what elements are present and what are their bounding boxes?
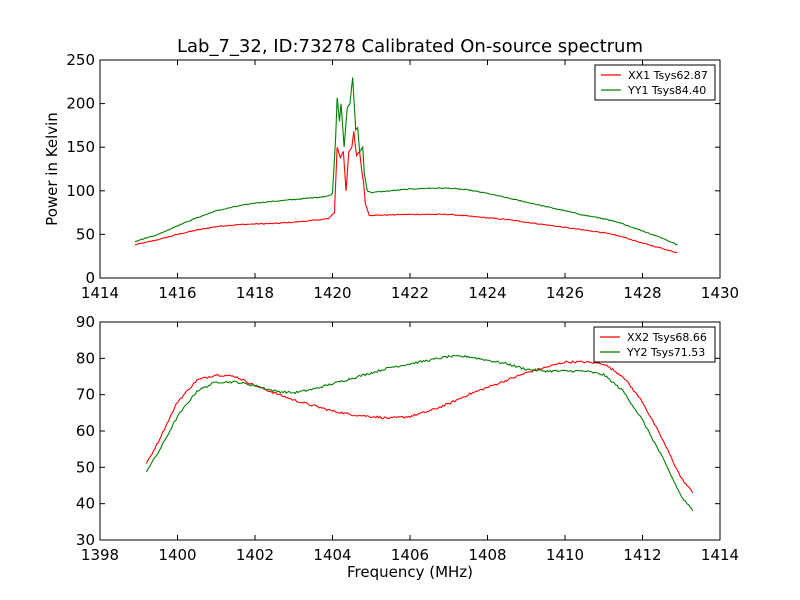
legend-entry: YY1 Tsys84.40	[627, 84, 706, 97]
x-tick-label: 1428	[623, 284, 661, 302]
series-line-0-0	[134, 131, 678, 254]
legend-entry: XX1 Tsys62.87	[628, 69, 708, 82]
x-tick-label: 1406	[391, 546, 429, 564]
x-tick-label: 1426	[546, 284, 584, 302]
x-tick-label: 1404	[313, 546, 351, 564]
y-tick-label: 70	[76, 386, 95, 404]
y-tick-label: 60	[76, 422, 95, 440]
y-axis-label: Power in Kelvin	[43, 112, 61, 226]
x-tick-label: 1414	[701, 546, 739, 564]
y-tick-label: 90	[76, 313, 95, 331]
legend-box	[594, 64, 716, 101]
x-tick-label: 1422	[391, 284, 429, 302]
x-tick-label: 1398	[81, 546, 119, 564]
series-line-0-1	[134, 77, 678, 246]
y-tick-label: 30	[76, 531, 95, 549]
x-tick-label: 1402	[236, 546, 274, 564]
y-tick-label: 150	[66, 138, 95, 156]
legend-entry: XX2 Tsys68.66	[627, 331, 707, 344]
series-line-1-0	[145, 360, 694, 494]
bottom-spectrum-panel: 1398 1400 1402 1404 1406 1408 1410 1412 1414 30 40…	[76, 313, 739, 581]
series-line-1-1	[146, 354, 694, 512]
x-tick-label: 1420	[313, 284, 351, 302]
y-tick-label: 250	[66, 51, 95, 69]
y-tick-label: 40	[76, 495, 95, 513]
x-tick-label: 1424	[468, 284, 506, 302]
x-tick-label: 1408	[468, 546, 506, 564]
legend-entry: YY2 Tsys71.53	[626, 346, 705, 359]
legend-box	[593, 326, 716, 363]
x-tick-label: 1418	[236, 284, 274, 302]
x-tick-label: 1430	[701, 284, 739, 302]
y-tick-label: 0	[85, 269, 95, 287]
y-tick-label: 50	[76, 458, 95, 476]
x-tick-label: 1410	[546, 546, 584, 564]
x-tick-label: 1414	[81, 284, 119, 302]
x-tick-label: 1400	[158, 546, 196, 564]
y-tick-label: 200	[66, 95, 95, 113]
chart-title: Lab_7_32, ID:73278 Calibrated On-source …	[177, 36, 643, 57]
x-tick-label: 1416	[158, 284, 196, 302]
y-tick-label: 100	[66, 182, 95, 200]
x-tick-label: 1412	[623, 546, 661, 564]
top-spectrum-panel: 1414 1416 1418 1420 1422 1424 1426 1428 1430 0 50 1…	[43, 36, 739, 302]
y-tick-label: 50	[76, 225, 95, 243]
x-axis-label: Frequency (MHz)	[347, 563, 473, 581]
y-tick-label: 80	[76, 349, 95, 367]
